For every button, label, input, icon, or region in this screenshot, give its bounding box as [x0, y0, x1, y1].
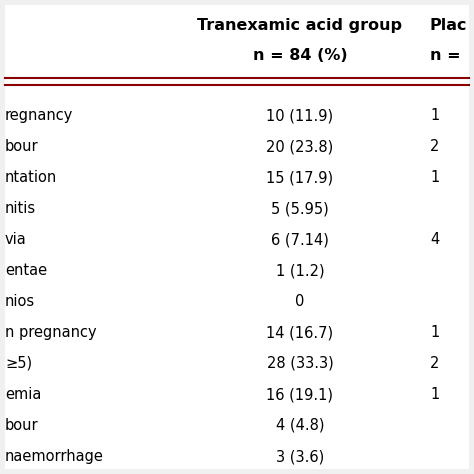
Text: 14 (16.7): 14 (16.7) [266, 325, 334, 340]
Text: 15 (17.9): 15 (17.9) [266, 170, 334, 185]
Text: 10 (11.9): 10 (11.9) [266, 108, 334, 123]
Text: 20 (23.8): 20 (23.8) [266, 139, 334, 154]
Text: 1: 1 [430, 108, 439, 123]
Text: Tranexamic acid group: Tranexamic acid group [198, 18, 402, 33]
Text: via: via [5, 232, 27, 247]
Text: n pregnancy: n pregnancy [5, 325, 97, 340]
Text: 6 (7.14): 6 (7.14) [271, 232, 329, 247]
Text: Plac: Plac [430, 18, 467, 33]
Text: 16 (19.1): 16 (19.1) [266, 387, 334, 402]
Text: bour: bour [5, 139, 38, 154]
Text: 0: 0 [295, 294, 305, 309]
Text: 1: 1 [430, 387, 439, 402]
Text: naemorrhage: naemorrhage [5, 449, 104, 464]
Text: 2: 2 [430, 139, 439, 154]
Text: 4: 4 [430, 232, 439, 247]
Text: n =: n = [430, 48, 461, 63]
Text: bour: bour [5, 418, 38, 433]
Text: ≥5): ≥5) [5, 356, 32, 371]
Text: 28 (33.3): 28 (33.3) [266, 356, 333, 371]
Text: emia: emia [5, 387, 41, 402]
Text: 5 (5.95): 5 (5.95) [271, 201, 329, 216]
Text: n = 84 (%): n = 84 (%) [253, 48, 347, 63]
Text: 1: 1 [430, 325, 439, 340]
Text: 4 (4.8): 4 (4.8) [276, 418, 324, 433]
Text: 1: 1 [430, 170, 439, 185]
Text: nitis: nitis [5, 201, 36, 216]
Text: 2: 2 [430, 356, 439, 371]
Text: entae: entae [5, 263, 47, 278]
Text: 3 (3.6): 3 (3.6) [276, 449, 324, 464]
Text: ntation: ntation [5, 170, 57, 185]
Text: 1 (1.2): 1 (1.2) [276, 263, 324, 278]
Text: nios: nios [5, 294, 35, 309]
Text: regnancy: regnancy [5, 108, 73, 123]
